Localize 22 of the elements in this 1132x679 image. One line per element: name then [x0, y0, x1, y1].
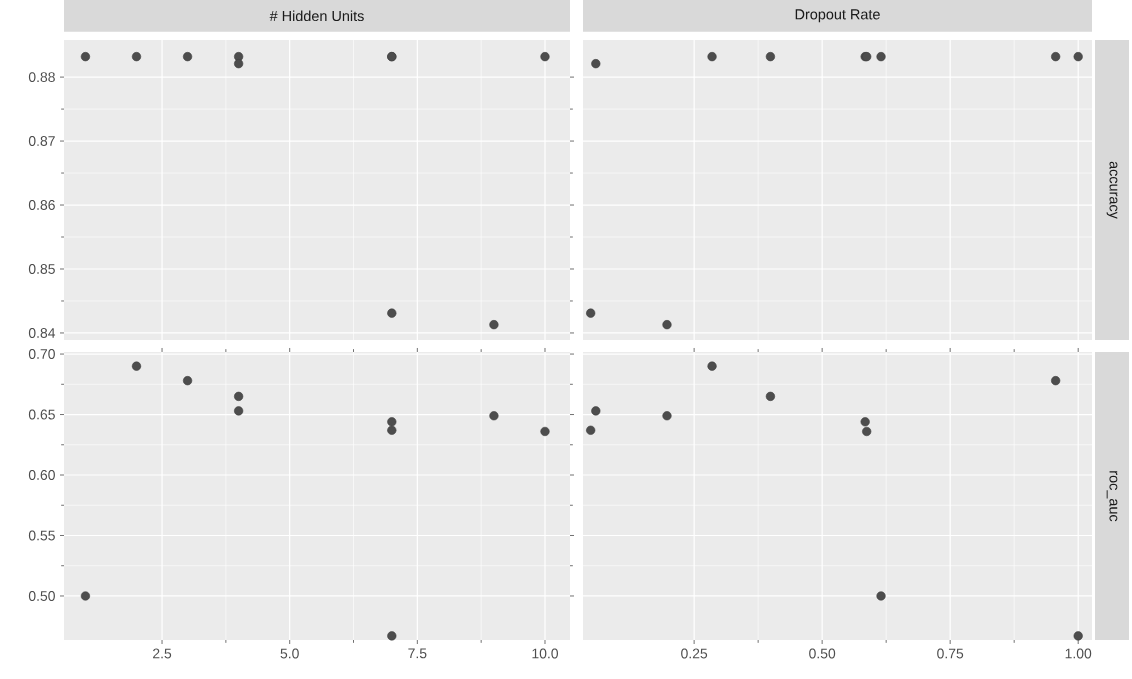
y-tick-label: 0.60 — [28, 470, 55, 480]
y-tick-label: 0.70 — [28, 349, 55, 359]
x-tick-label: 0.75 — [937, 648, 964, 659]
x-tick-label: 7.5 — [408, 648, 427, 659]
x-tick-label: 0.25 — [681, 648, 708, 659]
x-tick-label: 1.00 — [1065, 648, 1092, 659]
y-axis-title: accuracy — [1106, 161, 1118, 219]
y-tick-label: 0.85 — [28, 264, 55, 274]
x-tick-label: 0.50 — [809, 648, 836, 659]
y-tick-label: 0.55 — [28, 530, 55, 541]
y-tick-label: 0.86 — [28, 200, 55, 210]
x-tick-label: 10.0 — [532, 648, 559, 659]
y-axis-title: roc_auc — [1106, 471, 1118, 522]
x-tick-label: 2.5 — [153, 648, 172, 659]
y-tick-label: 0.87 — [28, 136, 55, 146]
y-tick-label: 0.84 — [28, 328, 56, 338]
x-tick-label: 5.0 — [280, 648, 299, 659]
y-tick-label: 0.88 — [28, 72, 55, 83]
y-tick-label: 0.50 — [28, 591, 55, 601]
chart-title: Dropout Rate — [795, 9, 880, 23]
chart-title: # Hidden Units — [269, 10, 364, 22]
y-tick-label: 0.65 — [28, 409, 55, 420]
